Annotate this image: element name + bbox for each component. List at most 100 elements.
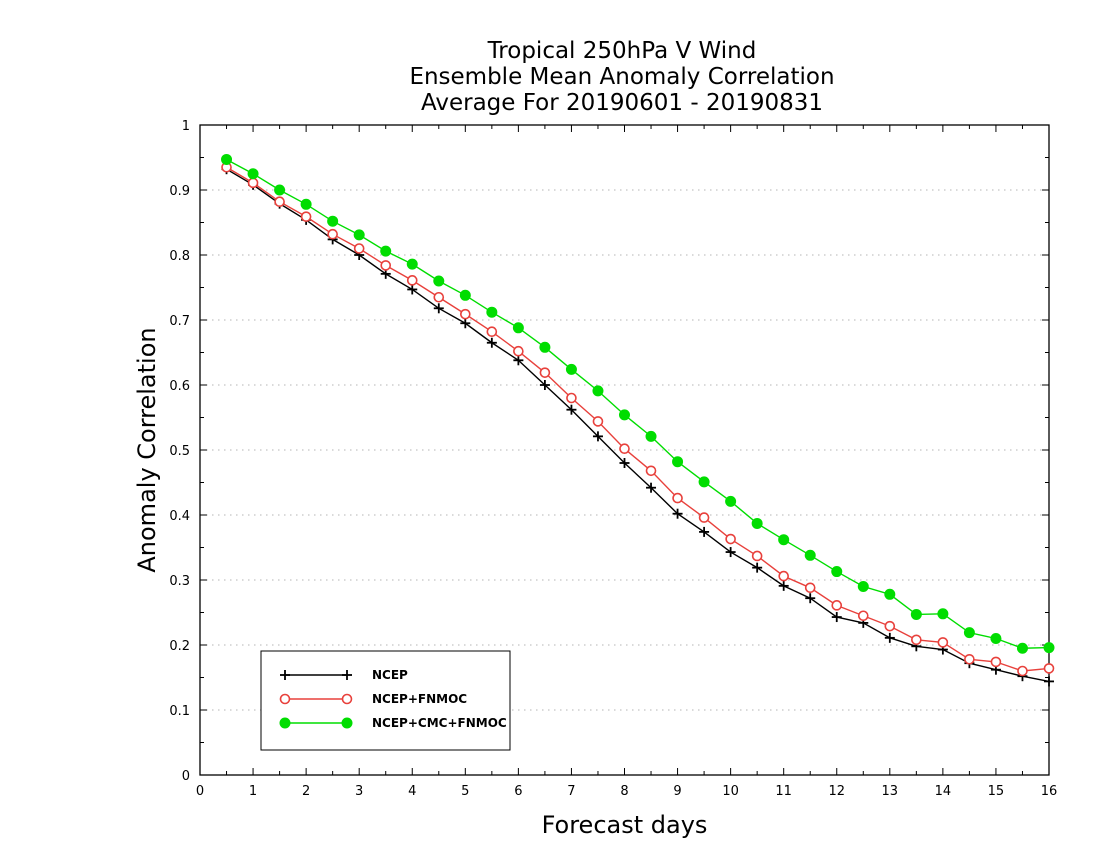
series-line: [226, 166, 1050, 672]
data-point: [1043, 663, 1055, 674]
data-point: [937, 608, 949, 620]
data-point: [645, 430, 657, 442]
legend-box: [260, 650, 511, 751]
legend-marker: [280, 670, 290, 680]
data-point: [911, 634, 922, 646]
data-point: [619, 443, 630, 455]
data-point: [539, 341, 551, 353]
data-point: [460, 318, 471, 329]
x-tick-label: 9: [673, 784, 681, 799]
data-point: [1016, 642, 1028, 654]
data-point: [513, 345, 524, 357]
data-point: [752, 562, 763, 573]
x-tick-label: 11: [775, 784, 792, 799]
y-tick-label: 0.5: [169, 444, 190, 459]
data-point: [433, 275, 445, 287]
data-point: [406, 275, 418, 286]
data-point: [805, 593, 816, 604]
data-point: [857, 581, 869, 592]
chart-title-line: Tropical 250hPa V Wind: [487, 38, 757, 64]
data-point: [831, 566, 843, 578]
legend-item: NCEP: [280, 668, 408, 682]
data-point: [645, 465, 657, 477]
data-point: [646, 482, 657, 493]
data-point: [512, 322, 524, 334]
data-point: [963, 627, 975, 639]
data-point: [751, 550, 763, 562]
data-point: [513, 355, 524, 366]
data-point: [831, 612, 842, 623]
y-tick-label: 0.6: [169, 379, 190, 394]
y-tick-label: 0.1: [169, 704, 190, 719]
data-point: [698, 476, 710, 488]
series-ncep-cmc-fnmoc: [221, 153, 1055, 654]
series-line: [226, 168, 1050, 683]
data-point: [433, 303, 444, 314]
data-point: [831, 600, 843, 611]
series-line: [226, 158, 1050, 649]
data-point: [565, 363, 577, 375]
legend-marker: [341, 717, 353, 729]
data-point: [672, 492, 683, 504]
data-point: [274, 196, 285, 207]
data-point: [990, 656, 1002, 668]
legend-item: NCEP+CMC+FNMOC: [279, 716, 507, 730]
data-point: [539, 380, 550, 390]
y-tick-label: 0.2: [169, 639, 190, 654]
data-point: [778, 534, 790, 546]
data-point: [1044, 676, 1054, 687]
x-tick-label: 5: [461, 784, 469, 799]
legend: NCEP NCEP+FNMOC NCEP+CMC+FNMOC: [260, 650, 511, 751]
legend-marker: [279, 717, 291, 729]
data-point: [937, 637, 949, 648]
x-axis-label: Forecast days: [542, 811, 708, 839]
data-point: [1017, 665, 1028, 677]
data-point: [884, 620, 896, 632]
x-tick-label: 13: [882, 784, 899, 799]
data-point: [751, 517, 763, 529]
series-container: [221, 153, 1055, 687]
data-point: [725, 495, 737, 507]
data-point: [486, 326, 498, 338]
series-ncep-fnmoc: [221, 161, 1055, 677]
data-point: [857, 610, 869, 622]
data-point: [353, 243, 365, 254]
y-tick-label: 0.4: [169, 509, 190, 524]
data-point: [619, 409, 630, 421]
data-point: [725, 547, 736, 558]
data-point: [247, 177, 259, 189]
data-point: [778, 570, 789, 582]
x-tick-label: 4: [408, 784, 416, 799]
data-point: [486, 306, 498, 318]
y-tick-label: 0.7: [169, 314, 190, 329]
data-point: [380, 245, 392, 257]
x-tick-label: 2: [302, 784, 310, 799]
legend-label: NCEP+FNMOC: [372, 692, 467, 706]
x-tick-label: 7: [567, 784, 575, 799]
data-point: [964, 653, 975, 665]
data-point: [910, 608, 922, 620]
x-tick-label: 6: [514, 784, 522, 799]
legend-marker: [341, 693, 353, 705]
y-axis-label: Anomaly Correlation: [133, 327, 161, 572]
data-point: [353, 229, 365, 241]
x-tick-label: 16: [1041, 784, 1058, 799]
data-point: [274, 184, 286, 196]
y-tick-label: 0: [182, 769, 190, 784]
data-point: [460, 308, 471, 320]
legend-marker: [342, 670, 352, 680]
data-point: [300, 211, 312, 222]
data-point: [327, 228, 338, 240]
x-tick-label: 1: [249, 784, 257, 799]
legend-label: NCEP+CMC+FNMOC: [372, 716, 507, 730]
legend-item: NCEP+FNMOC: [279, 692, 467, 706]
data-point: [619, 458, 630, 468]
data-point: [698, 512, 710, 523]
x-tick-label: 3: [355, 784, 363, 799]
data-point: [407, 284, 418, 295]
x-tick-label: 12: [828, 784, 845, 799]
chart-title-line: Ensemble Mean Anomaly Correlation: [409, 64, 834, 90]
data-point: [884, 632, 895, 643]
